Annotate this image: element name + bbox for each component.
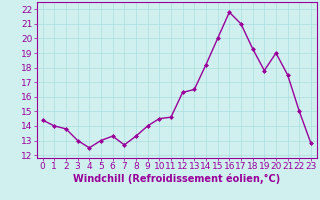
- X-axis label: Windchill (Refroidissement éolien,°C): Windchill (Refroidissement éolien,°C): [73, 174, 280, 184]
